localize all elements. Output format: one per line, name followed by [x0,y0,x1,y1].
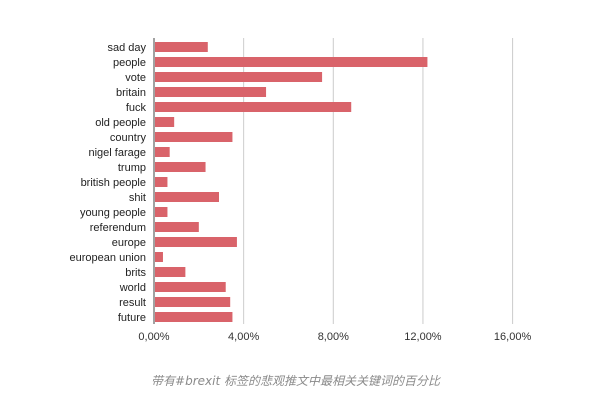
category-label: referendum [90,222,146,234]
category-label: sad day [107,42,146,54]
category-label: people [113,57,146,69]
category-label: result [119,297,146,309]
category-label: fuck [126,102,147,114]
bar [155,207,168,217]
bar [155,42,208,52]
bar [155,72,323,82]
bar [155,297,231,307]
bar [155,147,170,157]
bar [155,132,233,142]
bar [155,162,206,172]
category-label: vote [125,72,146,84]
bar [155,312,233,322]
bar [155,192,219,202]
category-label: european union [70,252,146,264]
x-tick-label: 12,00% [404,331,442,343]
chart-caption: 带有#brexit 标签的悲观推文中最相关关键词的百分比 [151,374,440,388]
category-labels: sad day people vote britain fuck old people co… [70,42,147,324]
gridlines [243,38,514,324]
bar [155,252,163,262]
bar [155,237,237,247]
category-label: nigel farage [89,147,147,159]
bar [155,282,226,292]
x-tick-label: 16,00% [494,331,532,343]
category-label: young people [80,207,146,219]
category-label: brits [125,267,146,279]
bar [155,177,168,187]
bar [155,117,175,127]
category-label: old people [95,117,146,129]
x-tick-label: 4,00% [228,331,259,343]
category-label: shit [129,192,146,204]
bar [155,102,352,112]
bars [155,42,428,322]
bar [155,222,199,232]
x-tick-label: 0,00% [138,331,169,343]
category-label: future [118,312,146,324]
category-label: country [110,132,147,144]
bar [155,87,267,97]
bar [155,267,186,277]
bar-chart: sad day people vote britain fuck old people co… [70,38,531,343]
x-tick-labels: 0,00% 4,00% 8,00% 12,00% 16,00% [138,331,531,343]
category-label: europe [112,237,146,249]
category-label: trump [118,162,146,174]
category-label: britain [116,87,146,99]
category-label: british people [81,177,146,189]
category-label: world [119,282,146,294]
x-tick-label: 8,00% [318,331,349,343]
bar [155,57,428,67]
